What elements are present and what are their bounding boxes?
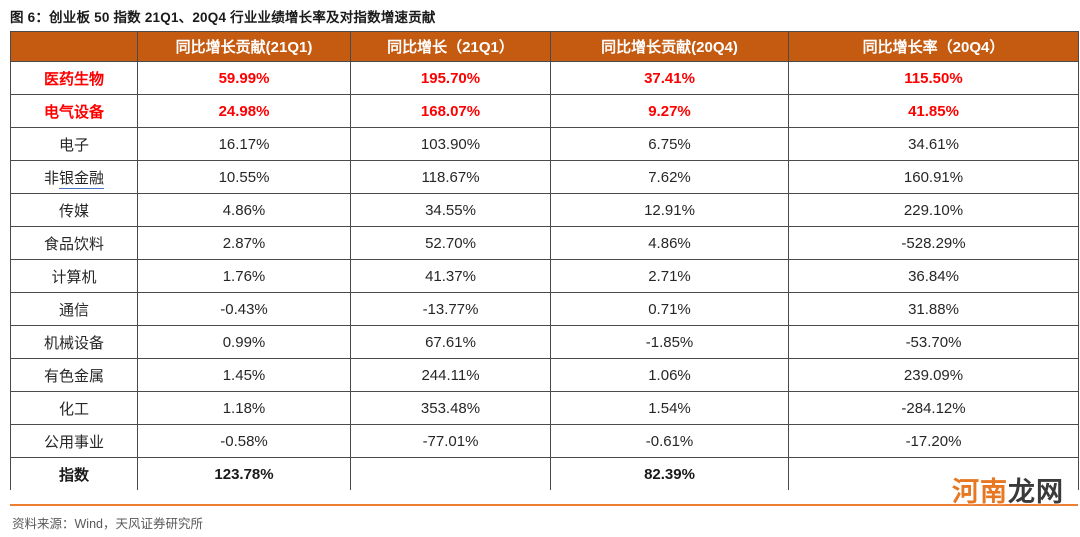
value-cell: 1.54% bbox=[550, 391, 789, 425]
value-cell: -53.70% bbox=[788, 325, 1079, 359]
value-cell: -0.43% bbox=[137, 292, 351, 326]
source-note: 资料来源：Wind，天风证券研究所 bbox=[12, 517, 203, 531]
value-cell: 118.67% bbox=[350, 160, 551, 194]
value-cell: 2.71% bbox=[550, 259, 789, 293]
value-cell: 195.70% bbox=[350, 61, 551, 95]
value-cell: 34.61% bbox=[788, 127, 1079, 161]
value-cell: 103.90% bbox=[350, 127, 551, 161]
value-cell: 1.18% bbox=[137, 391, 351, 425]
industry-label: 食品饮料 bbox=[10, 226, 138, 260]
industry-label: 通信 bbox=[10, 292, 138, 326]
value-cell: 160.91% bbox=[788, 160, 1079, 194]
table-row: 医药生物 59.99% 195.70% 37.41% 115.50% bbox=[10, 61, 1079, 95]
watermark-highlight: 河南 bbox=[952, 477, 1008, 507]
table-header-row: 同比增长贡献(21Q1) 同比增长（21Q1） 同比增长贡献(20Q4) 同比增长率（… bbox=[10, 31, 1079, 62]
value-cell: 1.45% bbox=[137, 358, 351, 392]
industry-growth-table: 同比增长贡献(21Q1) 同比增长（21Q1） 同比增长贡献(20Q4) 同比增长率（… bbox=[10, 31, 1079, 490]
table-row: 非银金融 10.55% 118.67% 7.62% 160.91% bbox=[10, 160, 1079, 194]
industry-label: 化工 bbox=[10, 391, 138, 425]
value-cell: 229.10% bbox=[788, 193, 1079, 227]
value-cell: 10.55% bbox=[137, 160, 351, 194]
value-cell: 6.75% bbox=[550, 127, 789, 161]
table-row: 通信 -0.43% -13.77% 0.71% 31.88% bbox=[10, 292, 1079, 326]
value-cell: 244.11% bbox=[350, 358, 551, 392]
industry-label: 指数 bbox=[10, 457, 138, 490]
value-cell: 12.91% bbox=[550, 193, 789, 227]
table-row: 有色金属 1.45% 244.11% 1.06% 239.09% bbox=[10, 358, 1079, 392]
industry-label: 公用事业 bbox=[10, 424, 138, 458]
table-header: 同比增长贡献(21Q1) 同比增长（21Q1） 同比增长贡献(20Q4) 同比增长率（… bbox=[10, 31, 1079, 62]
industry-label: 计算机 bbox=[10, 259, 138, 293]
table-row: 公用事业 -0.58% -77.01% -0.61% -17.20% bbox=[10, 424, 1079, 458]
value-cell: 41.85% bbox=[788, 94, 1079, 128]
table-row: 化工 1.18% 353.48% 1.54% -284.12% bbox=[10, 391, 1079, 425]
value-cell: -1.85% bbox=[550, 325, 789, 359]
value-cell: -0.58% bbox=[137, 424, 351, 458]
value-cell: 115.50% bbox=[788, 61, 1079, 95]
industry-label: 有色金属 bbox=[10, 358, 138, 392]
value-cell: 4.86% bbox=[550, 226, 789, 260]
value-cell: 239.09% bbox=[788, 358, 1079, 392]
underlined-label-part: 银金融 bbox=[59, 169, 105, 189]
value-cell: 123.78% bbox=[137, 457, 351, 490]
table-body: 医药生物 59.99% 195.70% 37.41% 115.50% 电气设备 24.98%… bbox=[10, 61, 1079, 490]
header-cell-industry bbox=[10, 31, 138, 62]
table-row: 电气设备 24.98% 168.07% 9.27% 41.85% bbox=[10, 94, 1079, 128]
industry-label: 传媒 bbox=[10, 193, 138, 227]
header-cell: 同比增长贡献(20Q4) bbox=[550, 31, 789, 62]
value-cell: 168.07% bbox=[350, 94, 551, 128]
table-row: 指数 123.78% 82.39% bbox=[10, 457, 1079, 490]
value-cell: 353.48% bbox=[350, 391, 551, 425]
industry-label: 电气设备 bbox=[10, 94, 138, 128]
table-row: 食品饮料 2.87% 52.70% 4.86% -528.29% bbox=[10, 226, 1079, 260]
value-cell: 4.86% bbox=[137, 193, 351, 227]
value-cell: 0.71% bbox=[550, 292, 789, 326]
value-cell: 67.61% bbox=[350, 325, 551, 359]
value-cell: 59.99% bbox=[137, 61, 351, 95]
header-cell: 同比增长（21Q1） bbox=[350, 31, 551, 62]
value-cell bbox=[788, 457, 1079, 490]
value-cell: 41.37% bbox=[350, 259, 551, 293]
table-row: 机械设备 0.99% 67.61% -1.85% -53.70% bbox=[10, 325, 1079, 359]
industry-label: 非银金融 bbox=[10, 160, 138, 194]
table-row: 电子 16.17% 103.90% 6.75% 34.61% bbox=[10, 127, 1079, 161]
value-cell: 7.62% bbox=[550, 160, 789, 194]
value-cell: -77.01% bbox=[350, 424, 551, 458]
watermark-rest: 龙网 bbox=[1008, 477, 1064, 507]
value-cell: 31.88% bbox=[788, 292, 1079, 326]
value-cell: 1.76% bbox=[137, 259, 351, 293]
value-cell: -528.29% bbox=[788, 226, 1079, 260]
value-cell: -17.20% bbox=[788, 424, 1079, 458]
table-row: 传媒 4.86% 34.55% 12.91% 229.10% bbox=[10, 193, 1079, 227]
watermark: 河南龙网 bbox=[952, 479, 1064, 506]
industry-label: 机械设备 bbox=[10, 325, 138, 359]
value-cell: 1.06% bbox=[550, 358, 789, 392]
industry-label: 医药生物 bbox=[10, 61, 138, 95]
industry-label: 电子 bbox=[10, 127, 138, 161]
value-cell: -284.12% bbox=[788, 391, 1079, 425]
value-cell: 34.55% bbox=[350, 193, 551, 227]
header-cell: 同比增长贡献(21Q1) bbox=[137, 31, 351, 62]
value-cell: -0.61% bbox=[550, 424, 789, 458]
figure-title: 图 6：创业板 50 指数 21Q1、20Q4 行业业绩增长率及对指数增速贡献 bbox=[10, 10, 436, 25]
header-cell: 同比增长率（20Q4） bbox=[788, 31, 1079, 62]
value-cell: 0.99% bbox=[137, 325, 351, 359]
value-cell: 16.17% bbox=[137, 127, 351, 161]
value-cell: 37.41% bbox=[550, 61, 789, 95]
value-cell bbox=[350, 457, 551, 490]
value-cell: 2.87% bbox=[137, 226, 351, 260]
table-row: 计算机 1.76% 41.37% 2.71% 36.84% bbox=[10, 259, 1079, 293]
value-cell: 24.98% bbox=[137, 94, 351, 128]
value-cell: 52.70% bbox=[350, 226, 551, 260]
value-cell: 82.39% bbox=[550, 457, 789, 490]
value-cell: 36.84% bbox=[788, 259, 1079, 293]
table-bottom-accent-line bbox=[10, 504, 1078, 506]
value-cell: -13.77% bbox=[350, 292, 551, 326]
value-cell: 9.27% bbox=[550, 94, 789, 128]
